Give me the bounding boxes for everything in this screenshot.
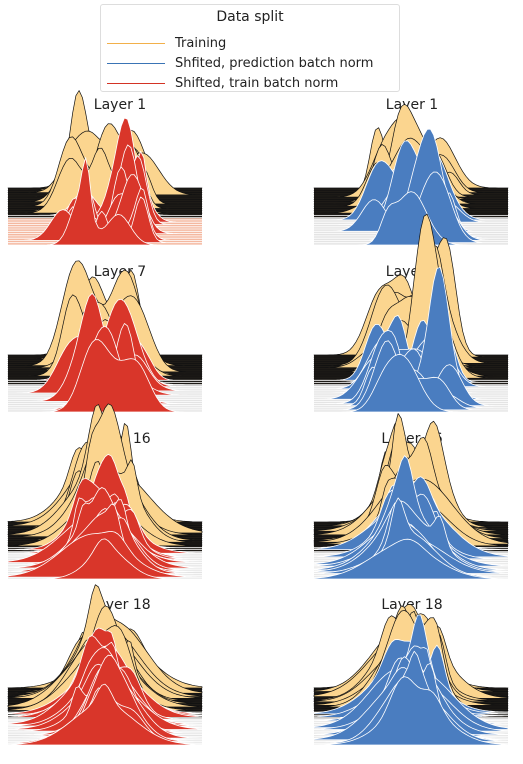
panel-3: [7, 260, 203, 413]
ridge-shifted: [313, 676, 509, 746]
ridge-shifted: [313, 128, 509, 239]
panel-title-layer1-left: Layer 1: [93, 97, 147, 113]
legend-swatch-train-bn: [107, 82, 165, 84]
legend-entry-prediction-bn: Shfited, prediction batch norm: [107, 53, 373, 73]
panel-4: [313, 213, 509, 413]
panel-2: [313, 103, 509, 246]
legend-title: Data split: [216, 9, 284, 25]
panel-5: [7, 403, 203, 580]
panel-8: [313, 604, 509, 746]
ridge-shifted: [7, 538, 203, 580]
ridge-training: [7, 147, 203, 214]
legend-label-prediction-bn: Shfited, prediction batch norm: [175, 55, 374, 71]
panel-1: [7, 90, 203, 246]
ridge-shifted: [313, 191, 509, 246]
ridge-shifted: [7, 196, 203, 244]
legend: Data split Training Shfited, prediction …: [100, 4, 400, 92]
legend-label-train-bn: Shifted, train batch norm: [175, 75, 339, 91]
ridge-shifted: [7, 117, 203, 221]
legend-label-training: Training: [175, 35, 227, 51]
panel-7: [7, 584, 203, 746]
legend-entry-training: Training: [107, 33, 226, 53]
legend-swatch-prediction-bn: [107, 62, 165, 64]
ridge-shifted: [7, 339, 203, 413]
ridge-shifted: [7, 157, 203, 246]
legend-entry-train-bn: Shifted, train batch norm: [107, 73, 338, 93]
ridge-shifted: [313, 354, 509, 413]
legend-swatch-training: [107, 42, 165, 44]
ridge-shifted: [7, 683, 203, 746]
panel-6: [313, 413, 509, 580]
panel-title-layer1-right: Layer 1: [385, 97, 439, 113]
ridge-shifted: [313, 538, 509, 580]
ridge-training: [313, 213, 509, 379]
